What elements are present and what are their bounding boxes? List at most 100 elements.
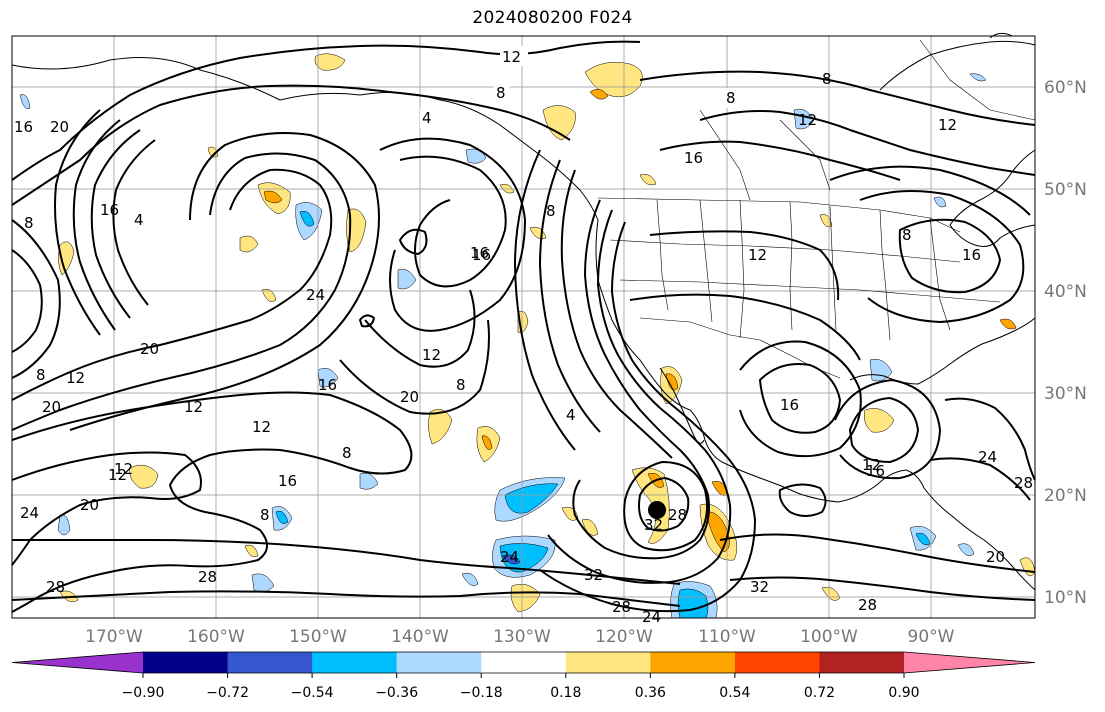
contour-label: 8	[456, 376, 466, 394]
colorbar-segment	[650, 652, 736, 673]
lat-label: 40°N	[1044, 282, 1087, 302]
contour-label: 32	[750, 578, 769, 596]
contour-label: 8	[726, 89, 736, 107]
lon-label: 120°W	[595, 627, 653, 647]
contour-label: 16	[684, 149, 703, 167]
colorbar-tick-label: 0.18	[550, 685, 581, 701]
colorbar-tick-label: 0.54	[719, 685, 750, 701]
contour-label: 8	[260, 506, 270, 524]
colorbar	[11, 651, 1036, 674]
colorbar-segment	[312, 652, 398, 673]
contour-label: 4	[422, 109, 432, 127]
contour-label: 16	[470, 244, 489, 262]
contour-label: 8	[24, 214, 34, 232]
contour-label: 16	[472, 246, 491, 264]
lat-label: 50°N	[1044, 180, 1087, 200]
colorbar-ticks: −0.90 −0.72 −0.54 −0.36 −0.18 0.18 0.36 0.54 0.7…	[122, 673, 920, 701]
contour-label: 8	[902, 226, 912, 244]
colorbar-segment	[396, 652, 482, 673]
contour-label: 28	[198, 568, 217, 586]
hurricane-center-marker	[648, 501, 666, 519]
colorbar-segment	[143, 652, 229, 673]
contour-label: 24	[978, 448, 997, 466]
contour-label: 12	[252, 418, 271, 436]
lon-label: 90°W	[908, 627, 955, 647]
colorbar-tick-label: −0.90	[122, 685, 165, 701]
contour-label: 16	[780, 396, 799, 414]
colorbar-segment	[481, 652, 567, 673]
contour-label: 4	[566, 406, 576, 424]
contour-labels: 12 8 8 4 16 12 20 16 8 16 4 8 16 12 24 1…	[14, 46, 1033, 626]
contour-label: 16	[866, 462, 885, 480]
colorbar-tick-label: 0.72	[804, 685, 835, 701]
contour-label: 32	[584, 566, 603, 584]
contour-label: 24	[500, 548, 519, 566]
colorbar-tick-label: 0.90	[888, 685, 919, 701]
colorbar-segment	[734, 652, 820, 673]
contour-label: 16	[14, 118, 33, 136]
contour-lines	[11, 40, 1036, 613]
colorbar-segment	[565, 652, 651, 673]
colorbar-tick-label: −0.54	[291, 685, 334, 701]
contour-label: 12	[66, 369, 85, 387]
colorbar-tick-label: −0.36	[375, 685, 418, 701]
colorbar-extend-min	[12, 652, 143, 673]
colorbar-extend-max	[904, 652, 1035, 673]
colorbar-segment	[227, 652, 313, 673]
contour-label: 28	[858, 596, 877, 614]
contour-label: 12	[184, 398, 203, 416]
contour-label: 12	[114, 460, 133, 478]
contour-label: 12	[862, 456, 881, 474]
lon-label: 100°W	[800, 627, 858, 647]
lat-label: 20°N	[1044, 486, 1087, 506]
longitude-labels: 170°W 160°W 150°W 140°W 130°W 120°W 110°…	[85, 627, 955, 647]
lat-label: 30°N	[1044, 384, 1087, 404]
map-border	[11, 35, 1036, 619]
contour-label: 24	[20, 504, 39, 522]
lon-label: 170°W	[85, 627, 143, 647]
contour-label: 8	[546, 202, 556, 220]
contour-label: 8	[342, 444, 352, 462]
negative-shading	[19, 73, 987, 619]
contour-label: 12	[422, 346, 441, 364]
contour-label: 12	[502, 48, 521, 66]
lon-label: 150°W	[289, 627, 347, 647]
contour-label: 12	[938, 116, 957, 134]
lat-label: 10°N	[1044, 588, 1087, 608]
contour-label: 8	[36, 366, 46, 384]
colorbar-segment	[819, 652, 905, 673]
lon-label: 160°W	[187, 627, 245, 647]
colorbar-tick-label: −0.18	[460, 685, 503, 701]
contour-label: 4	[134, 211, 144, 229]
contour-label: 24	[306, 286, 325, 304]
contour-label: 16	[100, 201, 119, 219]
colorbar-tick-label: 0.36	[635, 685, 666, 701]
contour-label: 12	[748, 246, 767, 264]
colorbar-tick-label: −0.72	[206, 685, 249, 701]
contour-label: 24	[642, 608, 661, 626]
contour-label: 16	[278, 472, 297, 490]
contour-label: 20	[140, 340, 159, 358]
contour-label: 12	[108, 466, 127, 484]
contour-label: 8	[822, 70, 832, 88]
lat-label: 60°N	[1044, 78, 1087, 98]
contour-label: 12	[798, 111, 817, 129]
map-title: 2024080200 F024	[472, 8, 633, 28]
lon-label: 140°W	[391, 627, 449, 647]
contour-label: 28	[612, 598, 631, 616]
contour-label: 28	[46, 578, 65, 596]
contour-label: 28	[668, 506, 687, 524]
latitude-labels: 60°N 50°N 40°N 30°N 20°N 10°N	[1044, 78, 1087, 608]
contour-label: 20	[400, 388, 419, 406]
contour-label: 28	[1014, 474, 1033, 492]
contour-label: 8	[496, 84, 506, 102]
contour-label: 32	[644, 516, 663, 534]
contour-label: 16	[962, 246, 981, 264]
contour-label: 20	[986, 548, 1005, 566]
positive-shading	[58, 53, 1036, 613]
contour-label: 20	[80, 496, 99, 514]
contour-label: 16	[318, 376, 337, 394]
contour-label: 20	[42, 398, 61, 416]
lon-label: 110°W	[698, 627, 756, 647]
